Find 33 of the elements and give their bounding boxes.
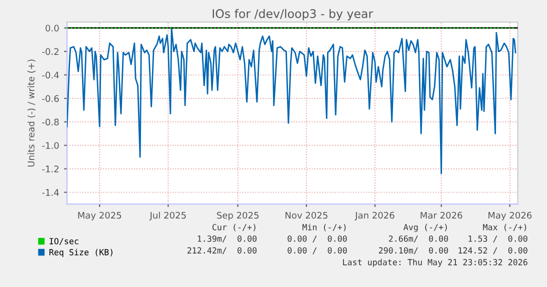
text: 1.39m/ 0.00 xyxy=(198,235,257,242)
chart-title: IOs for /dev/loop3 - by year xyxy=(212,8,374,20)
text: 2.66m/ 0.00 xyxy=(388,235,448,242)
x-tick-label: Mar 2026 xyxy=(420,212,462,219)
text: 0.00 / 0.00 xyxy=(288,247,347,254)
y-tick-label: -1.4 xyxy=(42,189,59,196)
y-tick-label: -1.0 xyxy=(42,142,59,149)
y-tick-label: -0.8 xyxy=(42,118,59,126)
y-tick-label: -1.2 xyxy=(42,166,58,172)
x-tick-label: Jan 2026 xyxy=(354,212,394,220)
text: Avg (-/+) xyxy=(404,224,447,232)
x-tick-label: Nov 2025 xyxy=(286,212,328,219)
y-tick-label: -0.4 xyxy=(42,72,59,78)
text: 212.42m/ 0.00 xyxy=(187,247,257,254)
legend-label: IO/sec xyxy=(50,238,78,245)
y-tick-label: 0.0 xyxy=(46,24,59,32)
y-tick-label: -0.6 xyxy=(42,95,59,102)
text: Min (-/+) xyxy=(302,224,346,232)
line-series xyxy=(67,27,516,174)
text: 290.10m/ 0.00 xyxy=(378,247,448,254)
text: Max (-/+) xyxy=(483,224,526,232)
x-tick-label: Jul 2025 xyxy=(149,212,186,220)
y-tick-label: -0.2 xyxy=(42,48,58,56)
text: 1.53 / 0.00 xyxy=(468,235,528,242)
text: Last update: Thu May 21 23:05:32 2026 xyxy=(343,258,528,267)
x-tick-label: May 2026 xyxy=(488,212,532,220)
text: 0.00 / 0.00 xyxy=(288,235,347,242)
text: 124.52 / 0.00 xyxy=(458,247,528,254)
legend-label: Req Size (KB) xyxy=(49,248,112,257)
y-axis-title: Units read (-) / write (+) xyxy=(27,60,36,166)
x-tick-label: May 2025 xyxy=(78,212,122,220)
text: Cur (-/+) xyxy=(212,224,256,232)
x-tick-label: Sep 2025 xyxy=(217,212,258,220)
